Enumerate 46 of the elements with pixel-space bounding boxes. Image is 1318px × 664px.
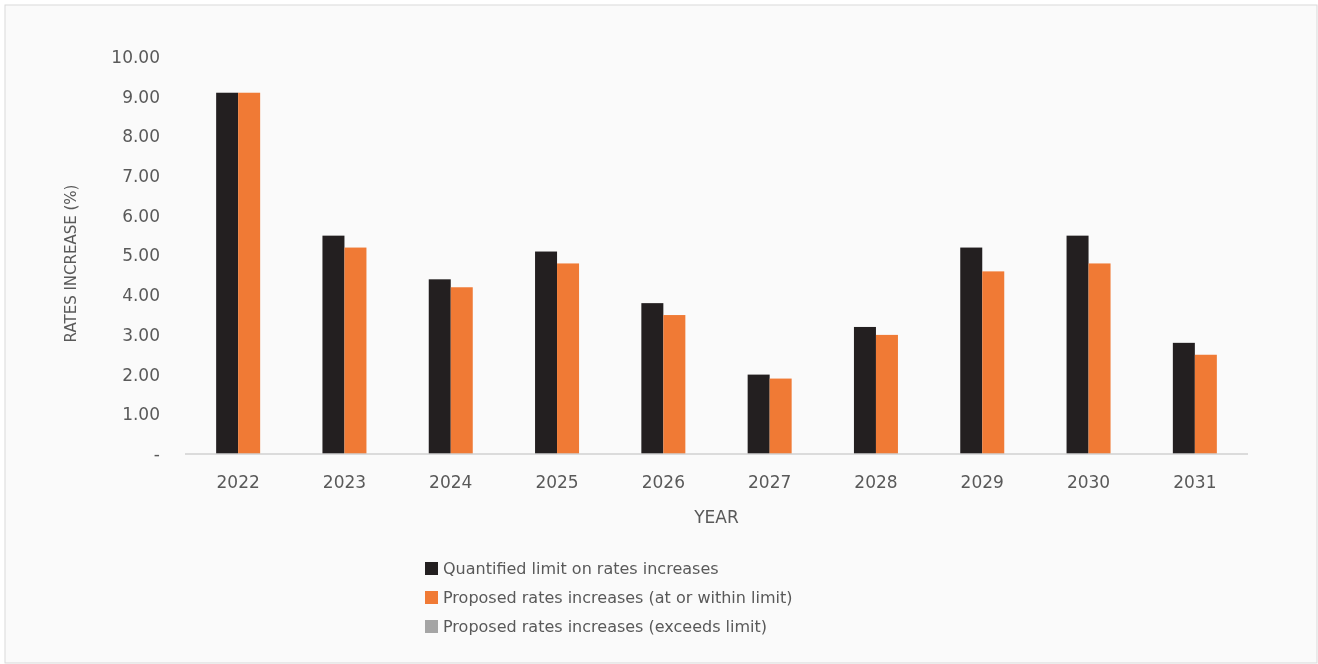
bar bbox=[344, 247, 367, 454]
bar bbox=[663, 315, 686, 454]
y-tick-label: - bbox=[153, 443, 160, 464]
x-tick-label: 2030 bbox=[1066, 472, 1111, 492]
y-tick-label: 10.00 bbox=[111, 46, 160, 67]
x-tick-label: 2022 bbox=[216, 472, 260, 492]
bar bbox=[1172, 342, 1195, 454]
bar bbox=[557, 263, 580, 454]
legend-label: Proposed rates increases (at or within limit) bbox=[443, 588, 793, 608]
y-tick-label: 8.00 bbox=[122, 126, 160, 147]
bar bbox=[238, 92, 261, 454]
x-tick-label: 2029 bbox=[960, 472, 1004, 492]
bar bbox=[1088, 263, 1111, 454]
y-tick-label: 5.00 bbox=[122, 245, 160, 266]
bar bbox=[769, 378, 792, 454]
x-tick-label: 2024 bbox=[429, 472, 473, 492]
bar bbox=[428, 279, 451, 454]
x-tick-label: 2027 bbox=[748, 472, 792, 492]
y-axis-title: RATES INCREASE (%) bbox=[62, 184, 80, 343]
x-tick-label: 2025 bbox=[535, 472, 579, 492]
bar bbox=[450, 287, 473, 454]
x-tick-label: 2023 bbox=[322, 472, 367, 492]
y-tick-label: 4.00 bbox=[122, 285, 160, 306]
x-tick-label: 2026 bbox=[641, 472, 685, 492]
x-tick-label: 2028 bbox=[854, 472, 898, 492]
legend-label: Proposed rates increases (exceeds limit) bbox=[443, 617, 768, 637]
y-tick-label: 1.00 bbox=[122, 404, 160, 425]
bar bbox=[982, 271, 1005, 454]
bar bbox=[875, 334, 898, 454]
bar bbox=[853, 326, 876, 454]
legend-label: Quantified limit on rates increases bbox=[443, 559, 719, 579]
bar bbox=[641, 303, 664, 454]
bar bbox=[535, 251, 558, 454]
bar bbox=[216, 92, 239, 454]
bar bbox=[960, 247, 983, 454]
y-tick-label: 2.00 bbox=[122, 364, 160, 385]
bar bbox=[1194, 354, 1217, 454]
x-tick-label: 2031 bbox=[1173, 472, 1217, 492]
y-tick-label: 3.00 bbox=[122, 324, 160, 345]
y-tick-label: 9.00 bbox=[122, 86, 160, 107]
y-tick-label: 6.00 bbox=[122, 205, 160, 226]
x-axis-title: YEAR bbox=[693, 507, 739, 527]
bar bbox=[1066, 235, 1089, 454]
y-tick-label: 7.00 bbox=[122, 166, 160, 187]
bar bbox=[747, 374, 770, 454]
bar bbox=[322, 235, 345, 454]
